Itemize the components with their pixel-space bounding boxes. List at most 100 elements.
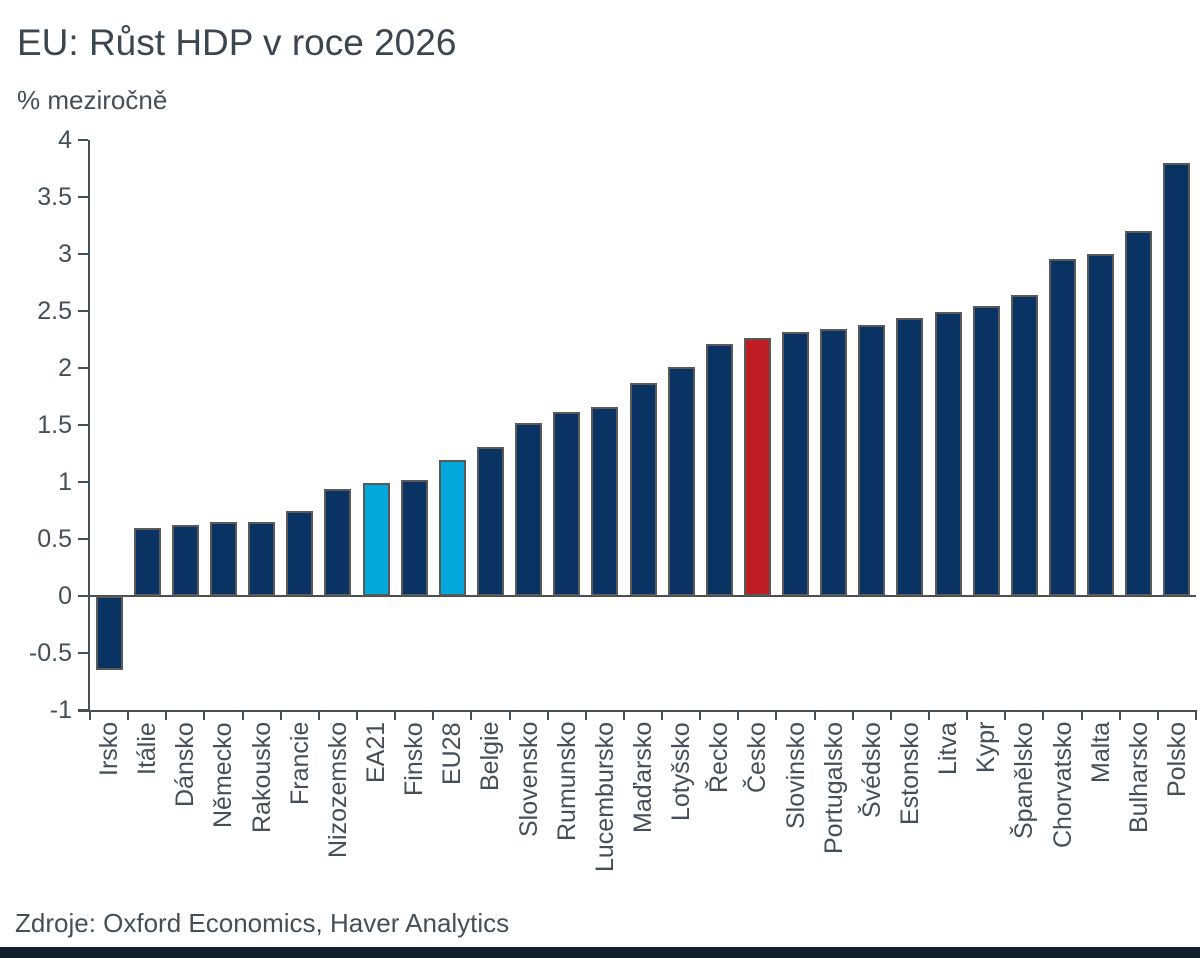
bar-bulharsko: [1125, 231, 1153, 596]
bar-slovensko: [515, 422, 543, 596]
y-axis-tick-label: -0.5: [28, 639, 72, 667]
x-axis-label-francie: Francie: [285, 722, 314, 806]
x-axis-tick: [584, 710, 587, 720]
y-axis-tick-label: -1: [49, 696, 72, 724]
x-axis-tick: [851, 710, 854, 720]
x-axis-tick: [1118, 710, 1121, 720]
bar-litva: [934, 312, 962, 596]
x-axis-tick: [241, 710, 244, 720]
x-axis-tick: [1156, 710, 1159, 720]
x-axis-label-španělsko: Španělsko: [1010, 722, 1039, 839]
y-axis-tick-label: 2.5: [37, 297, 72, 325]
x-axis-label-maďarsko: Maďarsko: [629, 722, 657, 834]
x-axis-tick: [165, 710, 168, 720]
bar-rakousko: [248, 521, 276, 596]
bar-itálie: [133, 527, 161, 596]
bar-lotyšsko: [667, 366, 695, 596]
y-axis-tick: [78, 595, 88, 597]
bar-kypr: [972, 306, 1000, 596]
y-axis-tick: [78, 367, 88, 369]
y-axis-tick-label: 3.5: [37, 183, 72, 211]
x-axis-label-řecko: Řecko: [705, 722, 734, 793]
y-axis-tick: [78, 538, 88, 540]
x-axis-tick: [546, 710, 549, 720]
x-axis-tick: [813, 710, 816, 720]
y-axis-tick: [78, 481, 88, 483]
x-axis-label-rumunsko: Rumunsko: [552, 722, 581, 842]
x-axis-tick: [737, 710, 740, 720]
chart-title: EU: Růst HDP v roce 2026: [17, 22, 457, 63]
y-axis-tick: [78, 139, 88, 141]
zero-gridline: [88, 595, 1196, 597]
x-axis-label-lucembursko: Lucembursko: [590, 722, 619, 873]
x-axis-label-itálie: Itálie: [133, 722, 162, 775]
y-axis-tick: [78, 709, 88, 711]
y-axis-tick-label: 4: [58, 126, 72, 154]
bar-dánsko: [171, 525, 199, 596]
bar-španělsko: [1010, 295, 1038, 596]
source-note: Zdroje: Oxford Economics, Haver Analytic…: [15, 908, 510, 938]
x-axis-label-ea21: EA21: [362, 722, 391, 784]
y-axis-tick-label: 3: [58, 240, 72, 268]
y-axis-tick-label: 0: [58, 582, 72, 610]
bar-eu28: [438, 460, 466, 596]
x-axis-tick: [394, 710, 397, 720]
y-axis-tick: [78, 424, 88, 426]
x-axis-label-slovensko: Slovensko: [514, 722, 543, 838]
x-axis-label-eu28: EU28: [438, 722, 467, 785]
x-axis-line: [78, 710, 1196, 712]
bar-malta: [1087, 254, 1115, 596]
y-axis-tick: [78, 652, 88, 654]
x-axis-tick: [1004, 710, 1007, 720]
x-axis-label-finsko: Finsko: [400, 722, 429, 796]
bar-francie: [286, 510, 314, 596]
x-axis-tick: [699, 710, 702, 720]
chart-subtitle: % meziročně: [17, 85, 168, 115]
bar-slovinsko: [782, 331, 810, 596]
x-axis-label-švédsko: Švédsko: [857, 722, 886, 818]
bar-rumunsko: [553, 412, 581, 596]
x-axis-tick: [1080, 710, 1083, 720]
x-axis-label-česko: Česko: [743, 722, 772, 793]
y-axis-tick-label: 1.5: [37, 411, 72, 439]
bar-irsko: [95, 596, 123, 671]
x-axis-tick: [203, 710, 206, 720]
x-axis-tick: [470, 710, 473, 720]
x-axis-label-kypr: Kypr: [972, 722, 1001, 774]
x-axis-tick: [889, 710, 892, 720]
y-axis-tick: [78, 253, 88, 255]
x-axis-tick: [317, 710, 320, 720]
y-axis-tick-label: 1: [58, 468, 72, 496]
x-axis-tick: [928, 710, 931, 720]
x-axis-label-malta: Malta: [1086, 722, 1115, 784]
x-axis-label-lotyšsko: Lotyšsko: [667, 722, 696, 821]
bar-německo: [209, 521, 237, 596]
x-axis-label-nizozemsko: Nizozemsko: [323, 722, 352, 859]
x-axis-label-slovinsko: Slovinsko: [781, 722, 810, 829]
bottom-accent-bar: [0, 947, 1200, 958]
bar-chorvatsko: [1049, 258, 1077, 596]
x-axis-label-polsko: Polsko: [1162, 722, 1191, 798]
x-axis-label-litva: Litva: [934, 722, 963, 775]
bar-estonsko: [896, 317, 924, 596]
x-axis-tick: [1195, 710, 1197, 720]
bar-maďarsko: [629, 382, 657, 596]
bar-belgie: [476, 446, 504, 596]
x-axis-tick: [1042, 710, 1045, 720]
x-axis-tick: [966, 710, 969, 720]
bar-portugalsko: [820, 329, 848, 596]
bar-ea21: [362, 483, 390, 596]
x-axis-label-německo: Německo: [209, 722, 238, 828]
x-axis-label-belgie: Belgie: [476, 722, 505, 792]
bar-finsko: [400, 479, 428, 596]
x-axis-tick: [622, 710, 625, 720]
x-axis-tick: [355, 710, 358, 720]
x-axis-tick: [508, 710, 511, 720]
bar-lucembursko: [591, 406, 619, 596]
x-axis-tick: [89, 710, 91, 720]
y-axis-tick-label: 2: [58, 354, 72, 382]
bar-nizozemsko: [324, 488, 352, 596]
x-axis-label-estonsko: Estonsko: [895, 722, 924, 825]
